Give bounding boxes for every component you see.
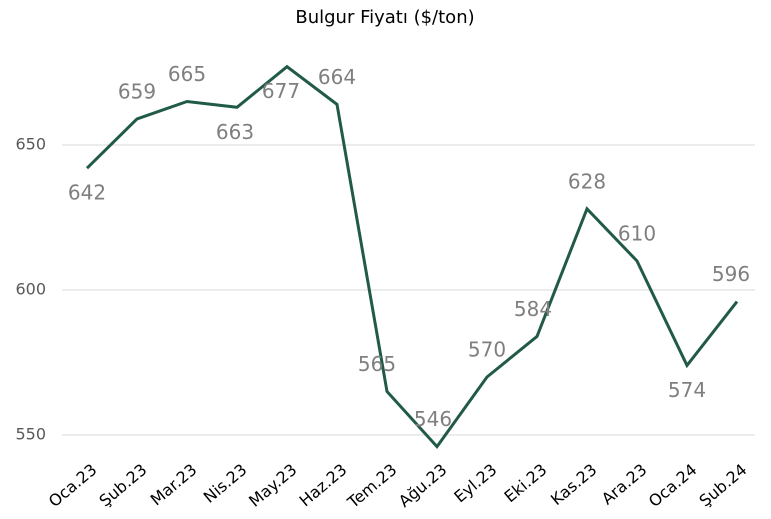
x-tick-label: Mar.23: [147, 460, 201, 509]
line: [85, 64, 739, 449]
x-tick-label: Eki.23: [501, 460, 551, 506]
data-label: 584: [514, 297, 552, 321]
x-tick-label: Nis.23: [200, 460, 251, 507]
x-tick-label: Ağu.23: [395, 460, 451, 511]
data-label: 642: [68, 181, 106, 205]
x-tick-label: May.23: [245, 460, 300, 511]
data-label: 628: [568, 169, 606, 193]
x-tick-label: Eyl.23: [450, 460, 500, 506]
data-label: 570: [468, 338, 506, 362]
x-tick-label: Tem.23: [343, 460, 400, 512]
data-label: 565: [358, 352, 396, 376]
data-label: 664: [318, 65, 356, 89]
x-tick-label: Ara.23: [598, 460, 651, 508]
x-tick-label: Kas.23: [547, 460, 600, 509]
data-label: 677: [262, 79, 300, 103]
y-tick-label: 600: [15, 280, 46, 299]
data-label: 574: [668, 378, 706, 402]
data-label: 596: [712, 262, 750, 286]
data-label: 659: [118, 79, 156, 103]
x-tick-label: Oca.24: [645, 460, 701, 511]
y-tick-label: 550: [15, 425, 46, 444]
x-tick-label: Şub.23: [95, 460, 150, 510]
data-label: 610: [618, 222, 656, 246]
chart-title: Bulgur Fiyatı ($/ton): [295, 7, 474, 28]
x-tick-label: Haz.23: [296, 460, 351, 510]
y-tick-label: 650: [15, 135, 46, 154]
x-tick-label: Oca.23: [45, 460, 101, 511]
data-label: 663: [216, 120, 254, 144]
x-tick-label: Şub.24: [695, 460, 750, 510]
data-label: 665: [168, 62, 206, 86]
data-label: 546: [414, 407, 452, 431]
